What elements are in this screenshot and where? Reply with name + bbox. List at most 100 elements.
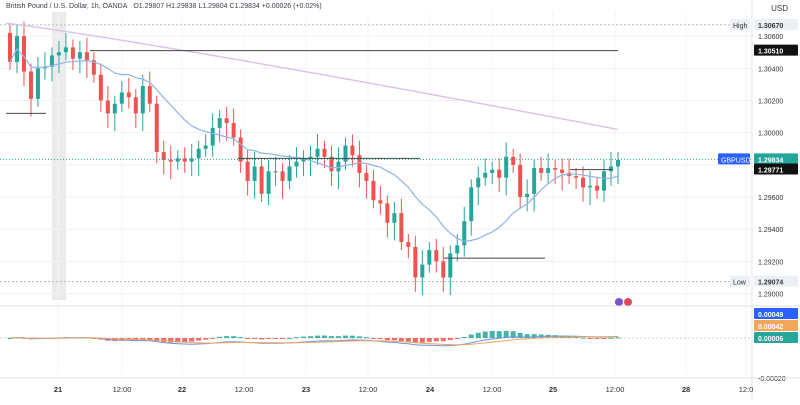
candle-down[interactable] bbox=[91, 60, 96, 75]
candle-up[interactable] bbox=[56, 52, 61, 56]
candle-up[interactable] bbox=[525, 193, 530, 198]
candle-up[interactable] bbox=[294, 161, 299, 167]
candle-down[interactable] bbox=[378, 200, 383, 204]
candle-up[interactable] bbox=[532, 168, 537, 194]
candle-up[interactable] bbox=[448, 253, 453, 278]
candle-down[interactable] bbox=[350, 145, 355, 156]
candle-up[interactable] bbox=[119, 92, 124, 104]
candle-down[interactable] bbox=[224, 118, 229, 124]
candle-down[interactable] bbox=[84, 52, 89, 61]
candle-down[interactable] bbox=[357, 155, 362, 173]
candle-down[interactable] bbox=[406, 242, 411, 247]
candle-down[interactable] bbox=[364, 172, 369, 181]
event-icon[interactable] bbox=[615, 298, 623, 306]
candle-up[interactable] bbox=[203, 145, 208, 149]
candle-up[interactable] bbox=[77, 52, 82, 59]
candle-up[interactable] bbox=[490, 169, 495, 173]
candle-up[interactable] bbox=[140, 86, 145, 114]
candle-up[interactable] bbox=[301, 158, 306, 162]
candle-up[interactable] bbox=[609, 166, 614, 172]
candle-up[interactable] bbox=[63, 47, 68, 53]
candle-down[interactable] bbox=[133, 97, 138, 114]
candle-up[interactable] bbox=[287, 166, 292, 181]
candle-up[interactable] bbox=[483, 172, 488, 178]
candle-up[interactable] bbox=[217, 118, 222, 128]
candle-up[interactable] bbox=[266, 171, 271, 194]
candle-up[interactable] bbox=[175, 158, 180, 162]
candle-down[interactable] bbox=[147, 86, 152, 104]
candle-up[interactable] bbox=[546, 168, 551, 173]
symbol-legend[interactable]: British Pound / U.S. Dollar, 1h, OANDA O… bbox=[6, 3, 326, 10]
candle-up[interactable] bbox=[469, 187, 474, 222]
candle-down[interactable] bbox=[8, 32, 12, 62]
candle-up[interactable] bbox=[343, 145, 348, 162]
candle-up[interactable] bbox=[112, 103, 117, 114]
candle-down[interactable] bbox=[329, 156, 334, 172]
candle-down[interactable] bbox=[413, 246, 418, 278]
candle-up[interactable] bbox=[189, 158, 194, 162]
candle-down[interactable] bbox=[539, 168, 544, 173]
candle-up[interactable] bbox=[588, 185, 593, 188]
candle-down[interactable] bbox=[126, 92, 131, 98]
time-axis-label: 12:0 bbox=[739, 385, 754, 394]
candle-up[interactable] bbox=[392, 213, 397, 223]
candle-down[interactable] bbox=[441, 261, 446, 278]
flag-icon[interactable] bbox=[624, 298, 632, 306]
candle-down[interactable] bbox=[595, 185, 600, 191]
last-price-tag: 1.29834 bbox=[758, 157, 783, 164]
candle-down[interactable] bbox=[105, 100, 110, 114]
candle-down[interactable] bbox=[371, 180, 376, 201]
candle-down[interactable] bbox=[21, 36, 26, 72]
candle-down[interactable] bbox=[511, 156, 516, 165]
candle-down[interactable] bbox=[280, 171, 285, 181]
candle-up[interactable] bbox=[210, 127, 215, 146]
candle-down[interactable] bbox=[518, 164, 523, 198]
candle-down[interactable] bbox=[231, 123, 236, 138]
candle-down[interactable] bbox=[259, 166, 264, 194]
candle-down[interactable] bbox=[161, 151, 166, 161]
candle-down[interactable] bbox=[322, 148, 327, 157]
candle-up[interactable] bbox=[602, 171, 607, 191]
symbol-tag: GBPUSD bbox=[721, 157, 751, 164]
candle-down[interactable] bbox=[385, 203, 390, 223]
candle-down[interactable] bbox=[168, 160, 173, 162]
candle-up[interactable] bbox=[427, 250, 432, 265]
time-axis-label: 22 bbox=[178, 385, 186, 394]
candle-down[interactable] bbox=[98, 74, 103, 101]
candle-up[interactable] bbox=[476, 177, 481, 188]
candle-up[interactable] bbox=[308, 156, 313, 159]
macd-bar bbox=[154, 338, 160, 342]
candle-up[interactable] bbox=[336, 161, 341, 172]
candle-down[interactable] bbox=[70, 47, 75, 59]
candles-group[interactable] bbox=[8, 21, 620, 296]
candle-down[interactable] bbox=[560, 169, 565, 173]
candle-down[interactable] bbox=[434, 250, 439, 262]
candle-up[interactable] bbox=[196, 148, 201, 159]
candle-up[interactable] bbox=[35, 68, 40, 99]
candle-down[interactable] bbox=[497, 169, 502, 178]
candle-up[interactable] bbox=[49, 55, 54, 67]
candle-up[interactable] bbox=[315, 148, 320, 157]
candle-up[interactable] bbox=[273, 171, 278, 173]
candle-up[interactable] bbox=[252, 166, 257, 181]
candle-down[interactable] bbox=[28, 71, 33, 99]
candle-down[interactable] bbox=[399, 213, 404, 243]
macd-line bbox=[9, 335, 619, 347]
candle-down[interactable] bbox=[581, 177, 586, 188]
candle-down[interactable] bbox=[574, 176, 579, 178]
candle-up[interactable] bbox=[420, 264, 425, 278]
macd-bar bbox=[517, 332, 523, 338]
candle-up[interactable] bbox=[462, 221, 467, 246]
candle-down[interactable] bbox=[245, 161, 250, 181]
candle-down[interactable] bbox=[553, 168, 558, 170]
candle-down[interactable] bbox=[154, 103, 159, 152]
candle-down[interactable] bbox=[238, 137, 243, 162]
candle-down[interactable] bbox=[182, 158, 187, 162]
candle-up[interactable] bbox=[504, 156, 509, 178]
macd-value-tag: 0.00049 bbox=[758, 312, 783, 319]
candle-up[interactable] bbox=[455, 245, 460, 254]
currency-label[interactable]: USD bbox=[771, 4, 788, 13]
candle-up[interactable] bbox=[616, 160, 620, 167]
